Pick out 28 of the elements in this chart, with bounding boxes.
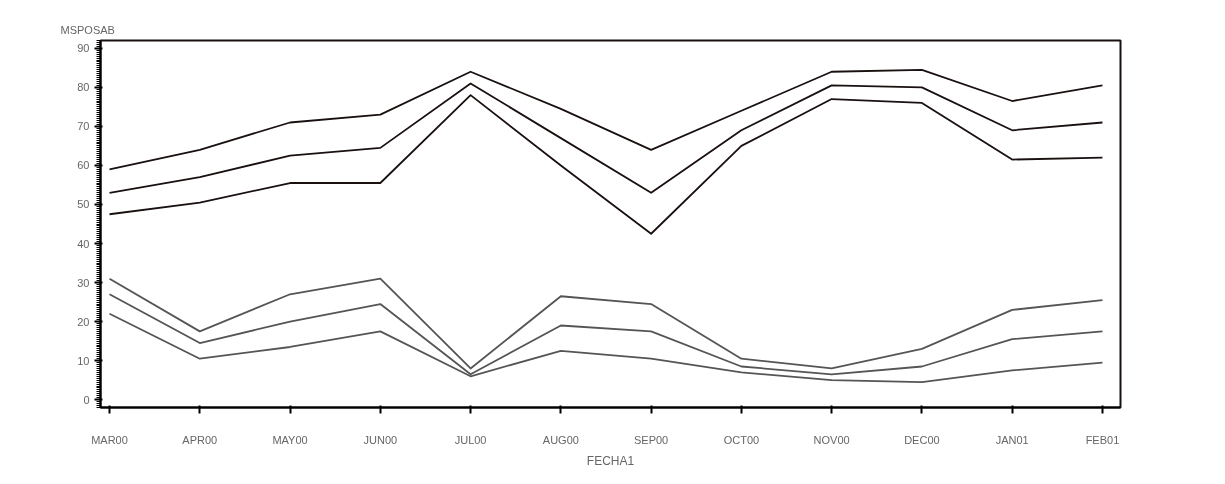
y-tick-label: 80 <box>77 81 90 94</box>
line-series <box>108 82 1104 194</box>
line-series <box>108 68 1104 171</box>
x-tick-label: APR00 <box>182 433 218 446</box>
y-tick-label: 20 <box>77 315 90 328</box>
y-axis-title: MSPOSAB <box>60 23 115 36</box>
y-tick-label: 30 <box>77 276 90 289</box>
y-tick-label: 90 <box>77 42 90 55</box>
x-tick-label: JUL00 <box>454 433 487 446</box>
x-tick-label: AUG00 <box>542 433 579 446</box>
line-series <box>108 94 1104 235</box>
x-tick-label: JAN01 <box>995 433 1029 446</box>
y-tick-label: 50 <box>77 198 90 211</box>
y-tick-label: 70 <box>77 120 90 133</box>
x-tick-label: MAR00 <box>91 433 128 446</box>
x-tick-label: OCT00 <box>723 433 760 446</box>
y-tick-label: 40 <box>77 237 90 250</box>
x-tick-label: SEP00 <box>634 433 669 446</box>
line-series <box>108 277 1104 370</box>
x-tick-label: DEC00 <box>904 433 940 446</box>
y-tick-label: 0 <box>83 393 90 406</box>
x-tick-label: JUN00 <box>363 433 398 446</box>
y-tick-label: 10 <box>77 354 90 367</box>
x-axis-title: FECHA1 <box>586 453 635 468</box>
x-tick-label: FEB01 <box>1085 433 1120 446</box>
x-tick-label: NOV00 <box>813 433 850 446</box>
y-tick-label: 60 <box>77 159 90 172</box>
x-tick-label: MAY00 <box>272 433 308 446</box>
